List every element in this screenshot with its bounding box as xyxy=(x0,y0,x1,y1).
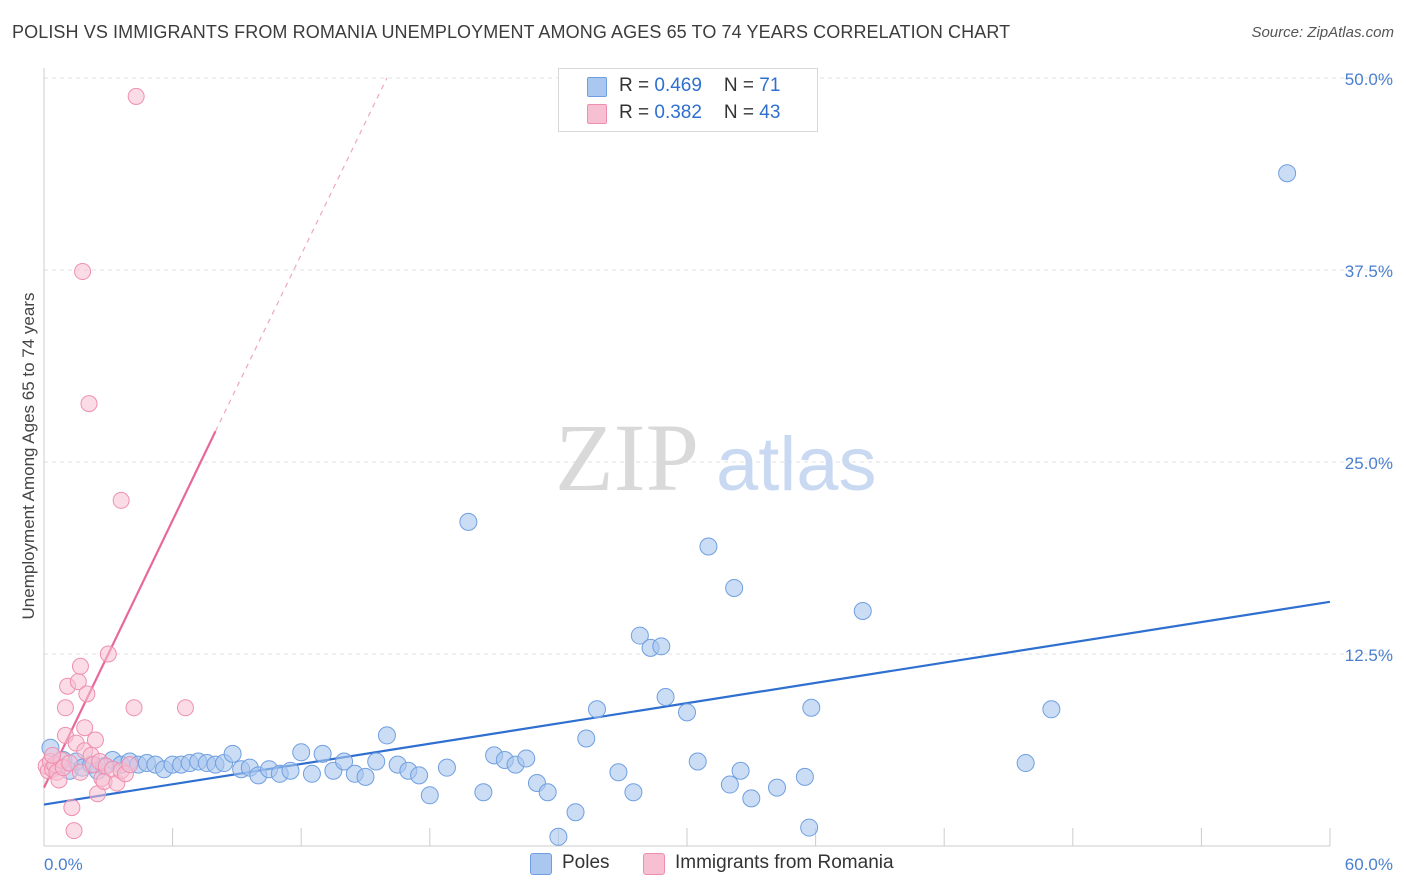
poles-point xyxy=(335,752,354,771)
x-tick-label-max: 60.0% xyxy=(1345,855,1393,874)
legend-n-value-romania: 43 xyxy=(759,102,781,123)
legend: R = 0.469 N = 71 R = 0.382 N = 43 xyxy=(558,68,818,132)
poles-point xyxy=(800,818,819,837)
tick-labels: 12.5% 25.0% 37.5% 50.0% 0.0% 60.0% xyxy=(44,70,1393,874)
romania-point xyxy=(71,763,89,781)
watermark-zip: ZIP xyxy=(555,404,699,511)
romania-point xyxy=(99,645,117,663)
romania-point xyxy=(63,799,81,817)
romania-point xyxy=(44,746,62,764)
poles-point xyxy=(549,827,568,846)
bottom-legend-label-romania: Immigrants from Romania xyxy=(675,852,894,873)
poles-point xyxy=(609,763,628,782)
poles-point xyxy=(538,783,557,802)
poles-point xyxy=(853,601,872,620)
poles-point xyxy=(1016,754,1035,773)
poles-point xyxy=(577,729,596,748)
romania-point xyxy=(176,699,194,717)
romania-point xyxy=(80,395,98,413)
romania-point xyxy=(78,685,96,703)
poles-point xyxy=(795,767,814,786)
poles-point xyxy=(281,761,300,780)
legend-r-value-romania: 0.382 xyxy=(654,102,702,123)
poles-point xyxy=(437,758,456,777)
watermark-atlas: atlas xyxy=(716,422,877,507)
legend-r-label: R = xyxy=(619,75,655,96)
bottom-legend-label-poles: Poles xyxy=(562,852,610,873)
poles-point xyxy=(410,766,429,785)
romania-point xyxy=(112,491,130,509)
y-tick-label: 37.5% xyxy=(1345,262,1393,281)
poles-point xyxy=(720,775,739,794)
legend-swatch-poles xyxy=(587,77,607,97)
poles-point xyxy=(731,761,750,780)
romania-point xyxy=(121,756,139,774)
y-axis-label: Unemployment Among Ages 65 to 74 years xyxy=(19,293,38,620)
legend-r-value-poles: 0.469 xyxy=(654,75,702,96)
poles-point xyxy=(725,578,744,597)
legend-n-label: N = xyxy=(723,75,760,96)
poles-point xyxy=(768,778,787,797)
y-tick-label: 50.0% xyxy=(1345,70,1393,89)
romania-point xyxy=(125,699,143,717)
romania-point xyxy=(127,87,145,105)
poles-point xyxy=(688,752,707,771)
poles-point xyxy=(356,767,375,786)
poles-point xyxy=(223,744,242,763)
poles-point xyxy=(313,744,332,763)
romania-point xyxy=(56,699,74,717)
poles-point xyxy=(459,512,478,531)
poles-point xyxy=(302,764,321,783)
poles-point xyxy=(377,726,396,745)
poles-point xyxy=(802,698,821,717)
poles-point xyxy=(367,752,386,771)
romania-point xyxy=(76,719,94,737)
legend-r-label: R = xyxy=(619,102,655,123)
romania-point xyxy=(74,263,92,281)
chart-title: POLISH VS IMMIGRANTS FROM ROMANIA UNEMPL… xyxy=(12,22,1011,42)
poles-point xyxy=(292,743,311,762)
poles-point xyxy=(630,626,649,645)
poles-point xyxy=(699,537,718,556)
romania-point xyxy=(71,657,89,675)
y-tick-label: 25.0% xyxy=(1345,454,1393,473)
romania-trend-line xyxy=(43,430,217,789)
poles-point xyxy=(1278,164,1297,183)
legend-n-label: N = xyxy=(723,102,760,123)
legend-n-value-poles: 71 xyxy=(759,75,781,96)
poles-point xyxy=(624,783,643,802)
poles-point xyxy=(742,789,761,808)
romania-point xyxy=(61,754,79,772)
poles-point xyxy=(1042,700,1061,719)
poles-point xyxy=(656,688,675,707)
data-points xyxy=(37,87,1297,846)
bottom-legend-swatch-poles xyxy=(530,853,552,875)
romania-point xyxy=(65,822,83,840)
poles-point xyxy=(678,703,696,722)
romania-point xyxy=(86,731,104,749)
poles-point xyxy=(587,700,606,719)
poles-point xyxy=(652,637,671,656)
x-tick-label-min: 0.0% xyxy=(44,855,83,874)
bottom-legend-swatch-romania xyxy=(643,853,665,875)
poles-point xyxy=(517,749,536,768)
poles-point xyxy=(474,783,493,802)
poles-point xyxy=(420,786,439,805)
romania-trend-extension xyxy=(214,77,388,432)
source-label: Source: ZipAtlas.com xyxy=(1251,24,1394,41)
legend-swatch-romania xyxy=(587,104,607,124)
y-tick-label: 12.5% xyxy=(1345,646,1393,665)
poles-point xyxy=(566,803,585,822)
